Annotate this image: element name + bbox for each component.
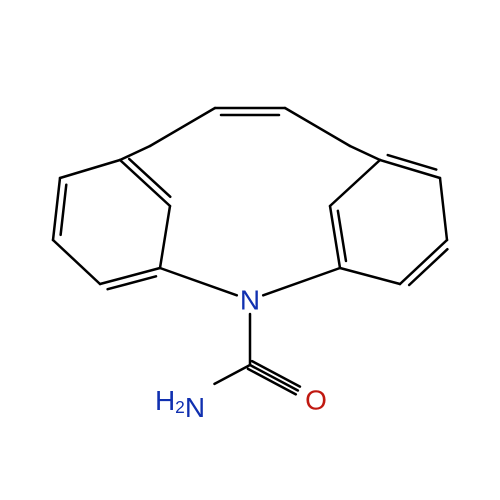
atom-label-O1: O — [305, 385, 327, 416]
molecule-diagram: NNH2NH2NOO — [0, 0, 500, 500]
diagram-background — [0, 0, 500, 500]
atom-label-N1: N — [240, 285, 260, 316]
